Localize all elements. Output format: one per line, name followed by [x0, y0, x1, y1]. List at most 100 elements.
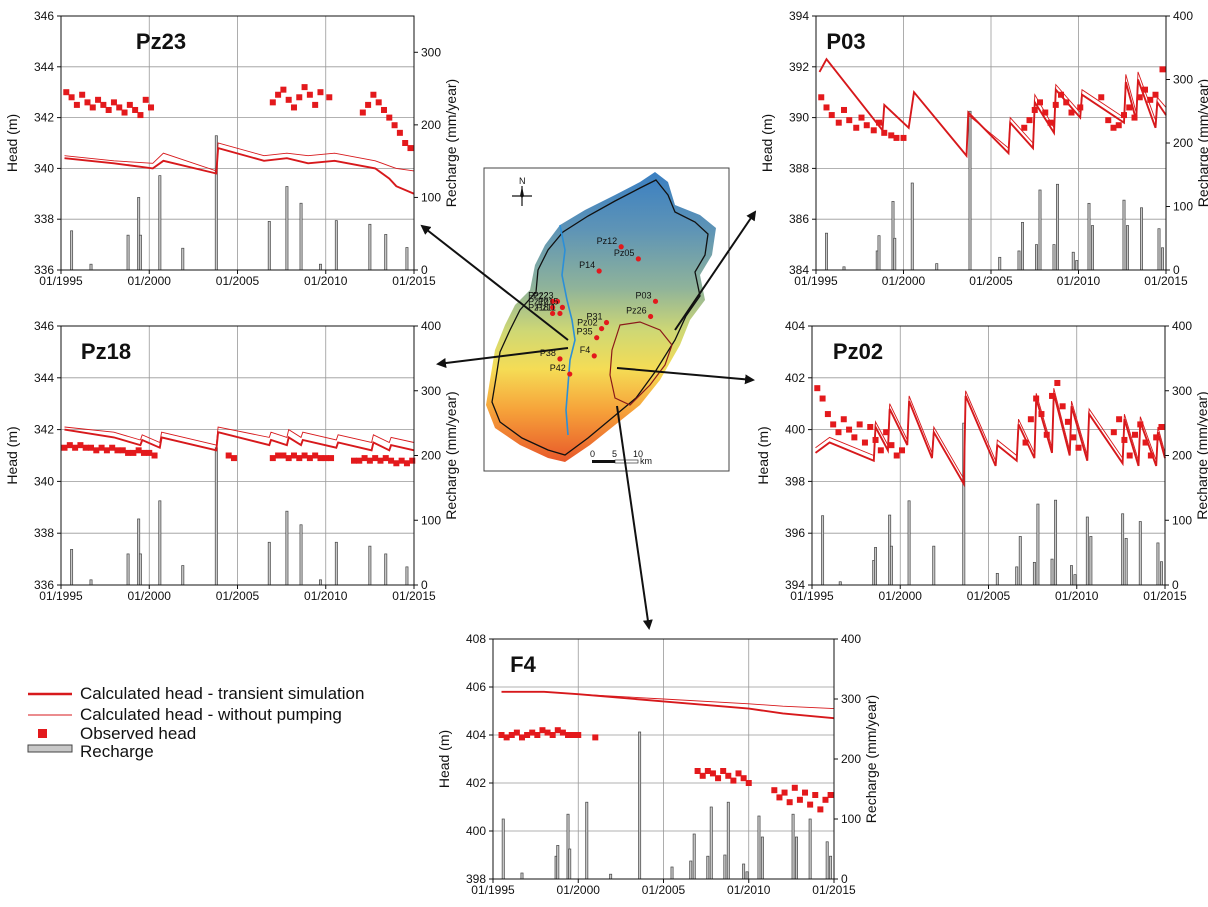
observed-head-point [1052, 101, 1059, 108]
observed-head-point [863, 122, 870, 129]
observed-head-point [84, 99, 91, 106]
observed-head-point [285, 455, 292, 462]
observed-head-point [835, 429, 842, 436]
observed-head-point [391, 122, 398, 129]
observed-head-point [807, 801, 814, 808]
recharge-bar [520, 872, 524, 880]
observed-head-point [853, 124, 860, 131]
observed-head-point [109, 444, 116, 451]
piezometer-label: P42 [550, 363, 566, 373]
legend-swatch-recharge [27, 744, 73, 753]
x-tick-label: 01/2010 [1057, 274, 1101, 288]
observed-head-point [148, 104, 155, 111]
observed-head-point [893, 452, 900, 459]
observed-head-point [114, 447, 121, 454]
observed-head-point [398, 457, 405, 464]
observed-head-point [317, 89, 324, 96]
observed-head-point [372, 455, 379, 462]
recharge-bar [285, 510, 289, 586]
piezometer-point [594, 335, 600, 341]
arrow-to-pz23 [420, 224, 569, 341]
recharge-bar [968, 110, 972, 271]
observed-head-point [370, 91, 377, 98]
observed-head-point [883, 429, 890, 436]
y2-tick-label: 300 [421, 45, 441, 59]
recharge-bar [299, 524, 303, 586]
y-tick-label: 394 [785, 578, 805, 592]
observed-head-point [709, 770, 716, 777]
observed-head-point [730, 777, 737, 784]
recharge-bar [1035, 244, 1038, 271]
observed-head-point [1043, 431, 1050, 438]
x-tick-label: 01/2010 [727, 883, 771, 897]
observed-head-point [269, 99, 276, 106]
observed-head-point [151, 452, 158, 459]
recharge-bar [1050, 558, 1054, 586]
observed-head-point [791, 784, 798, 791]
scale-label-5: 5 [612, 449, 617, 459]
recharge-bar [1161, 247, 1164, 271]
observed-head-point [100, 101, 107, 108]
recharge-bar [795, 836, 798, 880]
piezometer-label: Pz11 [536, 302, 556, 312]
observed-head-point [61, 444, 68, 451]
recharge-bar [319, 579, 322, 586]
observed-head-point [1126, 452, 1133, 459]
chart-panel-p03: 384 386 388 390 392 394 0 100 200 300 400 01/1995 01… [759, 9, 1208, 288]
piezometer-point [635, 256, 641, 262]
piezometer-point [591, 353, 597, 359]
observed-head-point [592, 734, 599, 741]
observed-head-point [872, 436, 879, 443]
observed-head-point [824, 411, 831, 418]
y2-tick-label: 300 [421, 384, 441, 398]
recharge-bar [368, 223, 372, 271]
arrow-to-pz18 [436, 347, 569, 368]
observed-head-point [296, 455, 303, 462]
piezometer-label: Pz18 [528, 302, 549, 312]
piezometer-label: F4 [580, 345, 591, 355]
observed-head-point [1042, 109, 1049, 116]
recharge-bar [1160, 561, 1163, 586]
observed-head-point [132, 106, 139, 113]
observed-head-point [1137, 421, 1144, 428]
piezometer-point [550, 304, 556, 310]
observed-head-point [89, 104, 96, 111]
recharge-bar [1018, 536, 1022, 586]
observed-head-point [98, 444, 105, 451]
observed-head-point [356, 457, 363, 464]
observed-head-point [312, 101, 319, 108]
recharge-bar [932, 545, 936, 586]
piezometer-label: P38 [540, 348, 556, 358]
observed-head-point [745, 780, 752, 786]
observed-head-point [386, 114, 393, 121]
y-tick-label: 340 [34, 474, 54, 488]
recharge-bar [742, 863, 746, 880]
x-tick-label: 01/2000 [128, 589, 172, 603]
calculated-head-nopumping-line [501, 691, 835, 710]
x-tick-label: 01/2015 [1144, 274, 1188, 288]
chart-title: Pz23 [136, 29, 186, 54]
catchment-map: N 0 5 10 km Pz12Pz05P14Pz23Pz22Pz15Pz10P… [483, 167, 730, 472]
recharge-bar [1017, 250, 1021, 271]
legend-swatch-observed [38, 729, 47, 738]
observed-head-point [275, 452, 282, 459]
observed-head-point [1121, 436, 1128, 443]
recharge-bar [568, 848, 572, 880]
observed-head-point [899, 447, 906, 454]
observed-head-point [694, 768, 701, 774]
x-tick-label: 01/1995 [39, 274, 83, 288]
observed-head-point [893, 134, 900, 141]
observed-head-point [818, 94, 825, 101]
scale-bar: 0 5 10 km [590, 449, 652, 466]
piezometer-point [550, 310, 556, 317]
recharge-bar [334, 541, 338, 586]
observed-head-point [786, 799, 793, 806]
y2-tick-label: 200 [421, 449, 441, 463]
observed-head-point [1026, 117, 1033, 124]
observed-head-point [72, 444, 79, 451]
recharge-bar [638, 731, 642, 880]
observed-head-point [130, 449, 137, 456]
recharge-bar [334, 220, 338, 271]
chart-panel-pz18: 336 338 340 342 344 346 0 100 200 300 400 01/1995 01… [4, 319, 459, 603]
recharge-bar [126, 234, 130, 271]
